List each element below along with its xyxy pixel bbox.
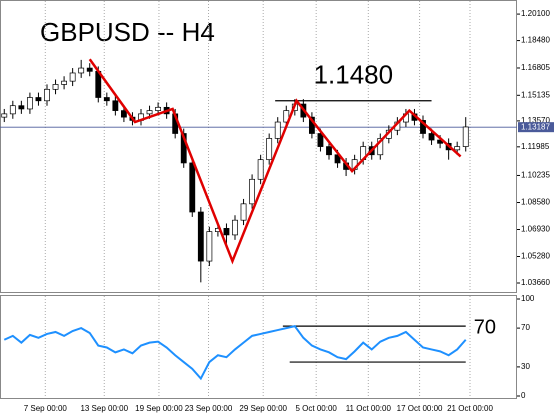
y-tick-label: 1.03660 bbox=[521, 278, 550, 287]
candle-body bbox=[420, 120, 426, 134]
candle-body bbox=[223, 228, 230, 236]
x-tick-label: 23 Sep 00:00 bbox=[185, 404, 233, 413]
zigzag bbox=[88, 58, 462, 265]
last-price-box bbox=[518, 122, 554, 133]
candle-body bbox=[61, 80, 68, 85]
y-tick-label: 70 bbox=[521, 323, 530, 332]
rsi-panel bbox=[0, 295, 517, 399]
candle-body bbox=[18, 105, 25, 110]
candle-body bbox=[35, 97, 42, 102]
level-label: 1.1480 bbox=[314, 60, 394, 90]
candle-body bbox=[266, 138, 273, 161]
y-tick-label: 1.11985 bbox=[521, 142, 550, 151]
candle-body bbox=[334, 154, 341, 164]
candle-body bbox=[189, 162, 196, 213]
candle-body bbox=[146, 110, 153, 115]
x-tick-label: 7 Sep 00:00 bbox=[24, 404, 68, 413]
y-tick-label: 1.18480 bbox=[521, 36, 550, 45]
candle-body bbox=[454, 146, 461, 151]
candle-body bbox=[206, 231, 213, 262]
candle-body bbox=[86, 67, 93, 72]
candle-body bbox=[257, 159, 264, 180]
candle-body bbox=[283, 110, 290, 123]
y-tick-label: 1.08580 bbox=[521, 198, 550, 207]
candle-body bbox=[44, 88, 50, 102]
candle-body bbox=[274, 121, 281, 139]
rsi-line bbox=[3, 325, 467, 381]
y-tick-label: 1.15135 bbox=[521, 90, 550, 99]
x-tick-label: 11 Oct 00:00 bbox=[346, 404, 392, 413]
x-tick-label: 13 Sep 00:00 bbox=[80, 404, 128, 413]
x-tick-label: 21 Oct 00:00 bbox=[447, 404, 493, 413]
candle-body bbox=[249, 178, 256, 205]
y-tick-label: 1.10235 bbox=[521, 171, 550, 180]
y-tick-label: 1.05280 bbox=[521, 252, 550, 261]
candle-body bbox=[112, 100, 119, 111]
candle-body bbox=[9, 105, 16, 115]
candle-body bbox=[78, 67, 85, 74]
candle-body bbox=[52, 84, 59, 90]
y-tick-label: 30 bbox=[521, 362, 530, 371]
candle-body bbox=[240, 203, 247, 221]
y-tick-label: 1.16805 bbox=[521, 63, 550, 72]
last-price-label: 1.13187 bbox=[521, 122, 550, 131]
candle-body bbox=[103, 97, 110, 102]
x-tick-label: 5 Oct 00:00 bbox=[296, 404, 338, 413]
x-tick-label: 17 Oct 00:00 bbox=[397, 404, 443, 413]
candle-body bbox=[197, 211, 204, 262]
candle-body bbox=[462, 126, 469, 147]
candle-body bbox=[326, 146, 332, 156]
candle-body bbox=[1, 113, 8, 118]
x-tick-label: 19 Sep 00:00 bbox=[135, 404, 183, 413]
candle-body bbox=[180, 133, 187, 164]
candle-body bbox=[428, 133, 435, 141]
candle-body bbox=[155, 106, 162, 111]
chart-title: GBPUSD -- H4 bbox=[40, 17, 215, 47]
x-tick-label: 29 Sep 00:00 bbox=[239, 404, 287, 413]
price-panel bbox=[0, 0, 517, 293]
candle-body bbox=[120, 110, 127, 118]
level-label: 70 bbox=[474, 316, 496, 338]
y-tick-label: 1.20100 bbox=[521, 9, 550, 18]
y-tick-label: 1.06930 bbox=[521, 225, 550, 234]
candle-body bbox=[317, 133, 324, 147]
y-tick-label: 100 bbox=[521, 294, 535, 303]
candle-body bbox=[232, 219, 238, 236]
candle-body bbox=[69, 72, 76, 82]
candle-body bbox=[377, 138, 384, 156]
candle-body bbox=[26, 97, 33, 110]
y-tick-label: 0 bbox=[521, 391, 526, 400]
y-tick-label: 1.13570 bbox=[521, 116, 550, 125]
